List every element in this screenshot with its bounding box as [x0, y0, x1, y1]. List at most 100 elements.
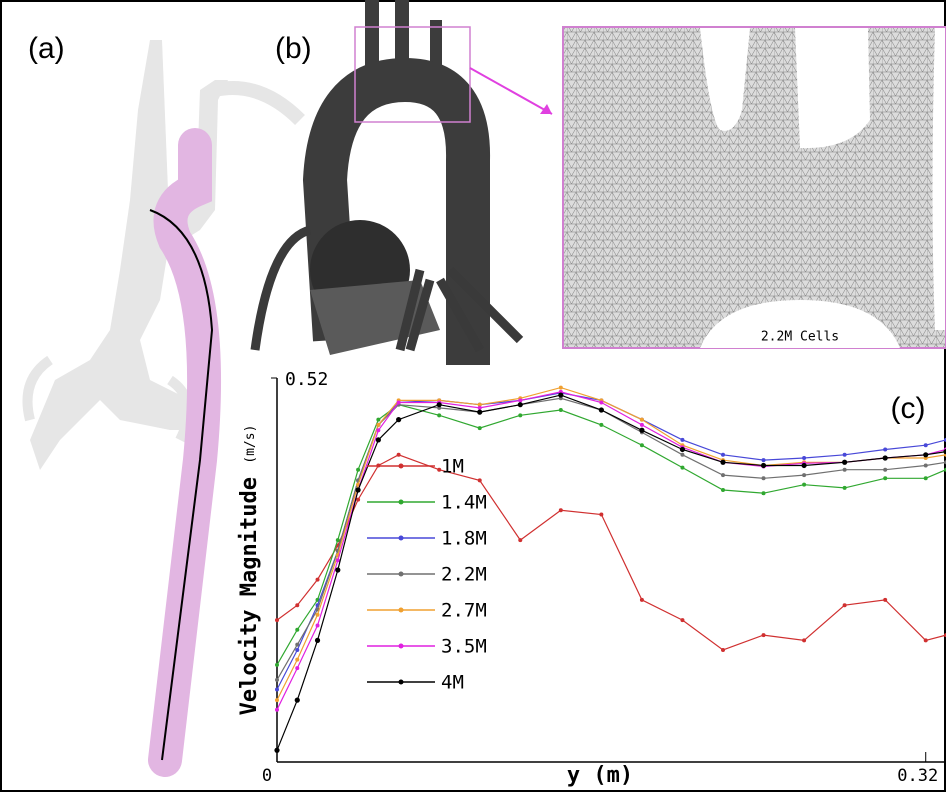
panel-b-illustration	[250, 0, 946, 365]
data-point	[274, 747, 280, 753]
data-point	[761, 458, 766, 463]
data-point	[599, 400, 604, 405]
data-point	[721, 648, 725, 652]
data-point	[882, 455, 888, 461]
data-point	[275, 677, 279, 682]
data-point	[295, 657, 300, 662]
data-point	[295, 603, 300, 608]
data-point	[842, 485, 847, 490]
data-point	[639, 597, 644, 602]
data-point	[802, 456, 807, 460]
data-point	[761, 491, 766, 496]
data-point	[842, 459, 848, 465]
data-point	[842, 452, 847, 457]
data-point	[680, 452, 685, 457]
data-point	[842, 467, 847, 472]
data-point	[923, 476, 928, 481]
legend-label: 4M	[441, 672, 464, 694]
data-point	[639, 427, 645, 433]
data-point	[923, 443, 928, 448]
x-tick-label: 0	[262, 766, 272, 786]
legend-marker	[398, 643, 404, 649]
y-axis-title-text: Velocity Magnitude	[237, 477, 262, 715]
legend-label: 2.2M	[441, 564, 487, 586]
data-point	[802, 473, 807, 478]
data-point	[375, 437, 381, 443]
y-axis-unit: (m/s)	[243, 425, 258, 464]
legend-marker	[398, 571, 404, 577]
data-point	[376, 422, 381, 427]
data-point	[477, 409, 483, 415]
data-point	[721, 473, 725, 478]
y-axis-title: Velocity Magnitude (m/s)	[237, 425, 262, 716]
data-point	[883, 597, 888, 602]
data-point	[396, 452, 401, 457]
data-point	[355, 487, 361, 493]
data-point	[335, 567, 341, 573]
legend-label: 2.7M	[441, 600, 487, 622]
x-axis-title: y (m)	[567, 763, 633, 788]
panel-label: (c)	[891, 392, 926, 425]
data-point	[558, 392, 564, 398]
data-point	[558, 508, 563, 513]
data-point	[396, 400, 401, 405]
data-point	[599, 512, 604, 517]
data-point	[376, 417, 381, 422]
data-point	[639, 443, 644, 448]
legend-marker	[398, 463, 404, 469]
data-point	[598, 407, 604, 413]
legend-marker	[398, 679, 404, 685]
data-point	[679, 446, 686, 453]
data-point	[294, 697, 300, 703]
data-point	[275, 662, 279, 667]
data-point	[599, 422, 604, 427]
data-point	[883, 476, 888, 481]
data-point	[356, 467, 361, 472]
data-point	[295, 627, 300, 632]
data-point	[356, 497, 361, 502]
data-point	[639, 422, 644, 427]
data-point	[275, 707, 279, 712]
panel-label: (a)	[28, 32, 65, 65]
data-point	[720, 459, 726, 465]
data-point	[558, 408, 563, 412]
data-point	[376, 428, 381, 433]
data-point	[721, 488, 725, 492]
legend-marker	[398, 535, 404, 541]
legend-label: 3.5M	[441, 636, 487, 658]
data-point	[943, 449, 946, 455]
data-point	[801, 462, 807, 469]
data-point	[437, 467, 442, 472]
data-point	[802, 638, 807, 643]
data-point	[314, 637, 321, 644]
data-point	[883, 467, 888, 472]
data-point	[295, 642, 300, 647]
data-point	[680, 618, 685, 623]
zoom-caption: 2.2M Cells	[761, 330, 839, 345]
data-point	[335, 538, 340, 543]
data-point	[721, 452, 725, 457]
data-point	[315, 623, 320, 628]
x-tick-label: 0.32	[897, 766, 938, 786]
data-point	[437, 413, 442, 418]
legend-label: 1.4M	[441, 492, 487, 514]
data-point	[802, 482, 807, 487]
legend-marker	[398, 499, 404, 505]
panel-a-illustration	[22, 40, 305, 777]
data-point	[477, 402, 482, 407]
data-point	[923, 638, 928, 643]
data-point	[315, 577, 320, 582]
panel-label: (b)	[275, 32, 312, 65]
data-point	[275, 698, 279, 703]
data-point	[761, 476, 766, 481]
data-point	[518, 398, 523, 403]
data-point	[477, 426, 482, 431]
data-point	[335, 558, 340, 563]
data-point	[680, 437, 685, 442]
data-point	[295, 666, 300, 671]
data-point	[477, 478, 482, 483]
data-point	[923, 452, 929, 458]
data-point	[639, 417, 644, 422]
legend-label: 1.8M	[441, 528, 487, 550]
y-tick-label: 0.52	[285, 369, 328, 390]
